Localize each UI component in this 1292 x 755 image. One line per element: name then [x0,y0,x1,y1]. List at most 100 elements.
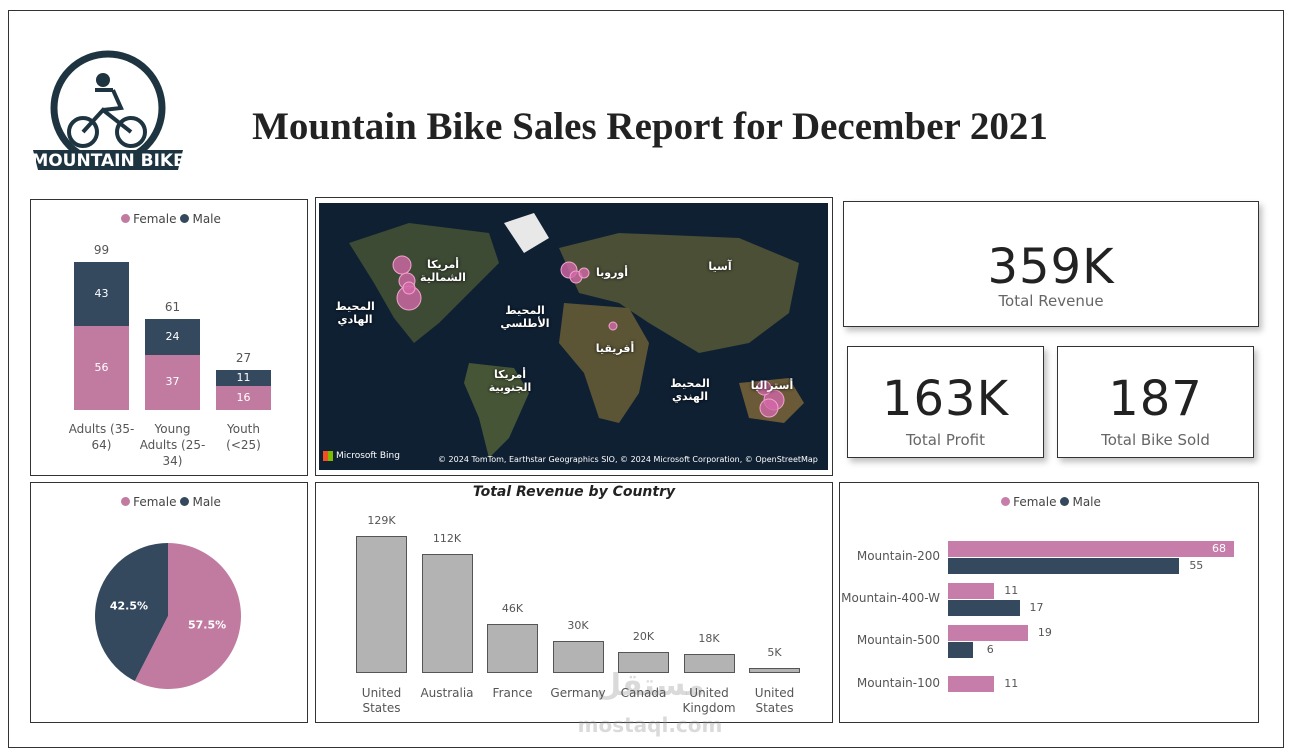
bar [487,624,538,673]
pie-slice [95,543,168,682]
kpi-label: Total Bike Sold [1101,431,1210,449]
frame [8,10,1284,748]
bar [948,676,995,692]
map-label: أمريكا الشمالية [420,258,466,284]
chart-title: Total Revenue by Country [472,484,676,500]
legend-label: Male [192,495,221,509]
legend-label: Female [133,495,177,509]
watermark: mostaql.com [577,713,723,737]
bar [552,641,604,673]
map-copyright: © 2024 TomTom, Earthstar Geographics SIO… [438,455,818,464]
logo: MOUNTAIN BIKE [33,50,183,171]
legend-label: Male [192,212,221,226]
data-label: 24 [165,329,180,343]
map [319,203,828,470]
bar [683,653,735,673]
map-label: أمريكا الجنوبية [488,368,532,394]
x-tick-label: United Kingdom [682,686,736,715]
map-label: المحيط الهادي [335,300,375,326]
map-label: أوروبا [595,266,629,279]
data-label: 5K [767,645,782,659]
data-label: 19 [1037,626,1052,639]
map-label: أفريقيا [595,342,635,355]
data-label: 16 [236,391,251,405]
x-tick-label: Young Adults (25-34) [139,422,206,468]
pie-chart: 57.5% 42.5% [95,543,241,689]
legend-marker [180,497,190,506]
bar [948,583,995,599]
bar [948,625,1028,641]
legend-marker [1001,497,1011,506]
bar [356,536,407,673]
y-tick-label: Mountain-500 [856,633,940,647]
x-tick-label: France [492,686,533,700]
total-label: 61 [164,299,181,314]
y-tick-label: Mountain-400-W [841,591,940,605]
total-label: 27 [235,350,252,365]
map-attribution-icon [323,451,333,461]
bar [145,354,200,410]
data-label: 30K [567,619,589,633]
bar [948,541,1234,557]
bar [74,262,129,327]
x-tick-label: Adults (35-64) [68,422,135,452]
x-tick-label: Australia [420,686,474,700]
kpi-card: 187 Total Bike Sold [1057,346,1254,458]
y-tick-label: Mountain-200 [856,549,940,563]
logo-text: MOUNTAIN BIKE [33,151,183,171]
legend-marker [121,214,131,223]
legend: Female Male [49,212,289,226]
legend-marker [180,214,190,223]
bar [618,651,669,673]
data-label: 129K [367,514,396,527]
y-tick-label: Mountain-100 [856,676,940,690]
data-label: 56 [94,361,109,375]
pie-slice [134,543,241,689]
bar [948,642,974,658]
bar [948,600,1020,616]
kpi-value: 359K [987,239,1115,295]
x-tick-label: Youth (<25) [226,422,261,452]
map-label: أستراليا [750,379,794,392]
data-label: 11 [1004,584,1019,597]
legend: Female Male [49,495,289,509]
legend-marker [1060,497,1070,506]
report-title: Mountain Bike Sales Report for December … [252,105,1048,148]
map-attribution: Microsoft Bing [336,451,400,461]
map-label: آسيا [708,260,732,273]
x-tick-label: Canada [620,686,667,700]
data-label: 42.5% [110,600,148,613]
map-label: المحيط الأطلسي [500,304,550,330]
data-label: 17 [1029,601,1044,614]
data-label: 11 [236,370,251,384]
data-label: 37 [165,375,180,389]
legend-label: Female [133,212,177,226]
total-label: 99 [93,243,110,257]
kpi-card: 163K Total Profit [847,346,1044,458]
legend-label: Female [1013,495,1057,509]
bar [948,558,1180,574]
data-label: 11 [1004,677,1019,690]
data-label: 68 [1212,542,1226,555]
data-label: 55 [1189,559,1204,572]
data-label: 112K [432,532,462,546]
x-tick-label: United States [754,686,795,715]
bar [421,554,473,673]
legend-label: Male [1072,495,1101,509]
data-label: 57.5% [188,618,226,631]
data-label: 43 [94,287,109,301]
x-tick-label: Germany [550,686,606,700]
kpi-card: 359K Total Revenue [843,201,1259,327]
kpi-label: Total Profit [906,431,985,449]
bar [74,326,129,410]
map-label: المحيط الهندي [670,377,710,403]
bar [749,667,800,673]
watermark: مستقل [595,668,705,703]
legend: Female Male [929,495,1169,509]
kpi-value: 187 [1108,371,1203,427]
bar [216,386,271,410]
panel-product [839,482,1259,723]
data-label: 20K [632,629,655,643]
kpi-value: 163K [881,371,1010,427]
